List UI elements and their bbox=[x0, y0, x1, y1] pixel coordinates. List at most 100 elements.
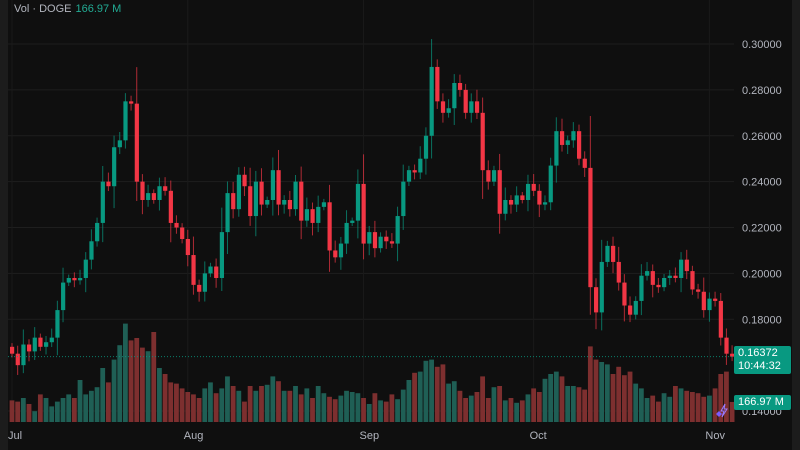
candle-body bbox=[662, 277, 667, 288]
candle-body bbox=[38, 337, 43, 347]
volume-bar bbox=[253, 390, 259, 422]
candle-body bbox=[446, 108, 451, 113]
volume-bar bbox=[621, 375, 627, 422]
x-tick-label: Oct bbox=[530, 430, 547, 442]
y-tick-label: 0.20000 bbox=[742, 268, 782, 280]
current-volume-tag: 166.97 M bbox=[734, 395, 791, 410]
candle-body bbox=[117, 140, 122, 148]
volume-bar bbox=[519, 400, 525, 422]
candle-body bbox=[616, 261, 621, 283]
volume-bar bbox=[440, 364, 446, 422]
candle-body bbox=[639, 275, 644, 301]
candle-body bbox=[679, 259, 684, 278]
candle-body bbox=[112, 147, 117, 187]
candle-body bbox=[355, 183, 361, 221]
candle-body bbox=[571, 131, 576, 141]
volume-bar bbox=[616, 366, 622, 422]
current-price-tag: 0.16372 10:44:32 bbox=[734, 346, 791, 374]
volume-bar bbox=[37, 394, 43, 422]
candle-body bbox=[10, 346, 15, 354]
volume-bar bbox=[514, 402, 520, 422]
volume-bar bbox=[485, 398, 491, 422]
volume-bar bbox=[111, 359, 117, 422]
time-axis[interactable]: Jul Aug Sep Oct Nov bbox=[8, 430, 725, 442]
volume-bar bbox=[94, 387, 100, 422]
candle-body bbox=[730, 353, 735, 357]
volume-bar bbox=[553, 371, 559, 422]
volume-bar bbox=[162, 374, 168, 422]
candle-body bbox=[214, 266, 219, 278]
volume-bar bbox=[293, 386, 298, 422]
volume-bar bbox=[468, 395, 474, 422]
volume-bar bbox=[423, 360, 429, 422]
volume-bar bbox=[593, 359, 599, 422]
volume-bar bbox=[344, 390, 349, 422]
volume-bar bbox=[259, 386, 264, 422]
candle-body bbox=[44, 342, 49, 347]
candle-body bbox=[361, 183, 366, 244]
volume-bar bbox=[179, 388, 185, 422]
candle-body bbox=[412, 170, 417, 173]
candle-body bbox=[542, 202, 548, 205]
candle-body bbox=[673, 275, 678, 278]
candle-body bbox=[265, 199, 270, 205]
candle-body bbox=[293, 181, 298, 210]
candle-body bbox=[316, 206, 321, 223]
volume-bar bbox=[724, 371, 729, 422]
candle-body bbox=[27, 344, 32, 352]
volume-bar bbox=[536, 392, 542, 422]
volume-bar bbox=[151, 332, 157, 422]
x-tick-label: Sep bbox=[360, 430, 380, 442]
volume-bar bbox=[88, 390, 94, 422]
candle-body bbox=[49, 337, 54, 343]
y-tick-label: 0.26000 bbox=[742, 131, 782, 143]
volume-bar bbox=[565, 386, 571, 422]
volume-bar bbox=[15, 401, 21, 422]
volume-bar bbox=[213, 393, 219, 422]
candle-body bbox=[89, 241, 94, 260]
volume-bar bbox=[457, 390, 463, 422]
candle-body bbox=[548, 165, 553, 203]
candle-body bbox=[106, 181, 111, 187]
volume-bar bbox=[242, 401, 247, 422]
candle-body bbox=[123, 101, 128, 141]
candle-body bbox=[588, 167, 593, 288]
candle-body bbox=[282, 199, 287, 205]
volume-bar bbox=[701, 396, 707, 422]
volume-bar bbox=[202, 388, 208, 422]
candle-body bbox=[690, 271, 695, 290]
volume-bar bbox=[372, 393, 378, 422]
candle-body bbox=[225, 193, 230, 233]
candle-body bbox=[667, 275, 672, 278]
candle-body bbox=[514, 195, 519, 205]
y-tick-label: 0.18000 bbox=[742, 314, 782, 326]
volume-bar bbox=[610, 374, 616, 422]
volume-bar bbox=[321, 393, 327, 422]
volume-bar bbox=[412, 372, 417, 422]
y-tick-label: 0.30000 bbox=[742, 39, 782, 51]
volume-bar bbox=[26, 404, 32, 422]
volume-bar bbox=[417, 371, 423, 422]
volume-bar bbox=[672, 386, 678, 422]
volume-bar bbox=[474, 392, 480, 422]
volume-bar bbox=[361, 398, 366, 422]
candle-body bbox=[474, 101, 480, 113]
volume-bar bbox=[281, 390, 287, 422]
candle-body bbox=[684, 259, 689, 272]
candle-body bbox=[599, 261, 604, 313]
candle-body bbox=[100, 181, 105, 223]
volume-bar bbox=[236, 390, 242, 422]
candle-body bbox=[406, 170, 412, 182]
volume-bar bbox=[105, 382, 111, 422]
candle-body bbox=[633, 300, 638, 315]
candle-body bbox=[253, 181, 259, 217]
volume-bar bbox=[287, 390, 293, 422]
volume-bar bbox=[650, 395, 656, 422]
volume-bar bbox=[20, 398, 26, 422]
volume-bar bbox=[712, 388, 718, 422]
candle-body bbox=[276, 170, 281, 205]
volume-bar bbox=[310, 398, 315, 422]
volume-bar bbox=[633, 383, 639, 422]
lightning-icon[interactable] bbox=[716, 403, 728, 418]
